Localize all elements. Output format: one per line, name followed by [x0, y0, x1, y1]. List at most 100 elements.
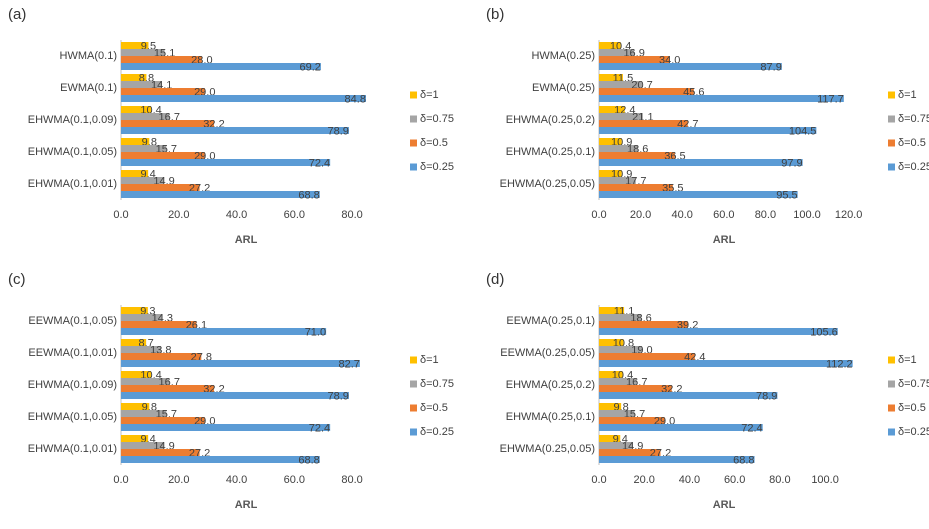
legend-swatch: [410, 139, 417, 147]
panel-title: (c): [8, 271, 26, 288]
panel: (c)EEWMA(0.1,0.05)9.314.326.171.0EEWMA(0…: [8, 271, 454, 511]
x-tick-label: 20.0: [634, 474, 655, 486]
category-label: EHWMA(0.1,0.01): [28, 443, 117, 455]
bar: [599, 328, 838, 335]
legend-label: δ=0.5: [898, 137, 926, 149]
data-label: 78.9: [328, 390, 349, 402]
x-tick-label: 20.0: [168, 474, 189, 486]
bar: [599, 138, 622, 145]
category-label: EHWMA(0.1,0.09): [28, 114, 117, 126]
bar: [121, 88, 205, 95]
bar: [599, 81, 643, 88]
x-tick-label: 0.0: [591, 474, 606, 486]
bar: [121, 392, 349, 399]
bar: [121, 152, 205, 159]
legend-swatch: [410, 428, 417, 436]
legend-label: δ=1: [898, 354, 917, 366]
x-tick-label: 80.0: [341, 474, 362, 486]
legend-swatch: [410, 163, 417, 171]
bar: [599, 449, 661, 456]
legend-swatch: [888, 91, 895, 99]
category-label: EHWMA(0.1,0.01): [28, 178, 117, 190]
bar: [599, 95, 844, 102]
category-label: HWMA(0.1): [60, 50, 117, 62]
bar: [121, 328, 327, 335]
bar: [599, 410, 635, 417]
x-axis-title: ARL: [235, 499, 258, 511]
bar: [599, 371, 623, 378]
bar: [121, 307, 148, 314]
bar: [599, 145, 638, 152]
data-label: 71.0: [305, 326, 326, 338]
legend-swatch: [410, 91, 417, 99]
legend-label: δ=1: [898, 89, 917, 101]
legend-swatch: [888, 356, 895, 364]
bar: [599, 417, 665, 424]
legend-swatch: [888, 139, 895, 147]
category-label: EWMA(0.25): [532, 82, 595, 94]
bar: [121, 106, 152, 113]
data-label: 95.5: [776, 189, 797, 201]
bar: [121, 385, 215, 392]
bar: [599, 106, 625, 113]
category-label: EWMA(0.1): [60, 82, 117, 94]
bar: [599, 339, 624, 346]
bar: [121, 456, 320, 463]
x-tick-label: 60.0: [713, 209, 734, 221]
bar: [121, 424, 331, 431]
panel-title: (d): [486, 271, 504, 288]
x-tick-label: 40.0: [226, 209, 247, 221]
category-label: EHWMA(0.25,0.1): [506, 411, 595, 423]
x-tick-label: 60.0: [284, 209, 305, 221]
data-label: 97.9: [781, 157, 802, 169]
data-label: 82.7: [338, 358, 359, 370]
x-tick-label: 20.0: [168, 209, 189, 221]
bar: [121, 417, 205, 424]
category-label: EHWMA(0.1,0.05): [28, 146, 117, 158]
data-label: 104.5: [789, 125, 817, 137]
panel-title: (a): [8, 6, 26, 23]
bar: [599, 177, 636, 184]
bar: [121, 410, 167, 417]
bar: [599, 307, 625, 314]
bar: [599, 120, 688, 127]
bar: [599, 442, 633, 449]
bar: [599, 321, 688, 328]
bar: [599, 353, 695, 360]
legend-swatch: [888, 380, 895, 388]
bar: [121, 191, 320, 198]
x-tick-label: 100.0: [793, 209, 821, 221]
bar: [121, 81, 162, 88]
legend-label: δ=1: [420, 354, 439, 366]
bar: [599, 392, 778, 399]
bar: [599, 159, 803, 166]
category-label: EHWMA(0.25,0.05): [500, 178, 595, 190]
bar: [121, 138, 150, 145]
bar: [121, 339, 147, 346]
bar: [599, 113, 643, 120]
bar: [599, 378, 637, 385]
bar: [599, 127, 817, 134]
x-tick-label: 80.0: [341, 209, 362, 221]
x-axis-title: ARL: [235, 234, 258, 246]
legend-label: δ=1: [420, 89, 439, 101]
category-label: EEWMA(0.25,0.05): [500, 347, 595, 359]
panel: (a)HWMA(0.1)9.515.128.069.2EWMA(0.1)8.81…: [8, 6, 454, 246]
legend-swatch: [888, 163, 895, 171]
bar: [599, 435, 621, 442]
data-label: 117.7: [817, 93, 844, 105]
category-label: EEWMA(0.1,0.01): [28, 347, 117, 359]
data-label: 78.9: [328, 125, 349, 137]
bar: [599, 403, 622, 410]
bar: [121, 184, 200, 191]
bar: [121, 159, 331, 166]
bar: [121, 49, 165, 56]
category-label: EHWMA(0.25,0.2): [506, 114, 595, 126]
legend-label: δ=0.75: [420, 113, 454, 125]
category-label: EHWMA(0.1,0.09): [28, 379, 117, 391]
x-tick-label: 40.0: [679, 474, 700, 486]
x-tick-label: 20.0: [630, 209, 651, 221]
bar: [599, 314, 642, 321]
bar: [121, 42, 149, 49]
x-tick-label: 80.0: [769, 474, 790, 486]
